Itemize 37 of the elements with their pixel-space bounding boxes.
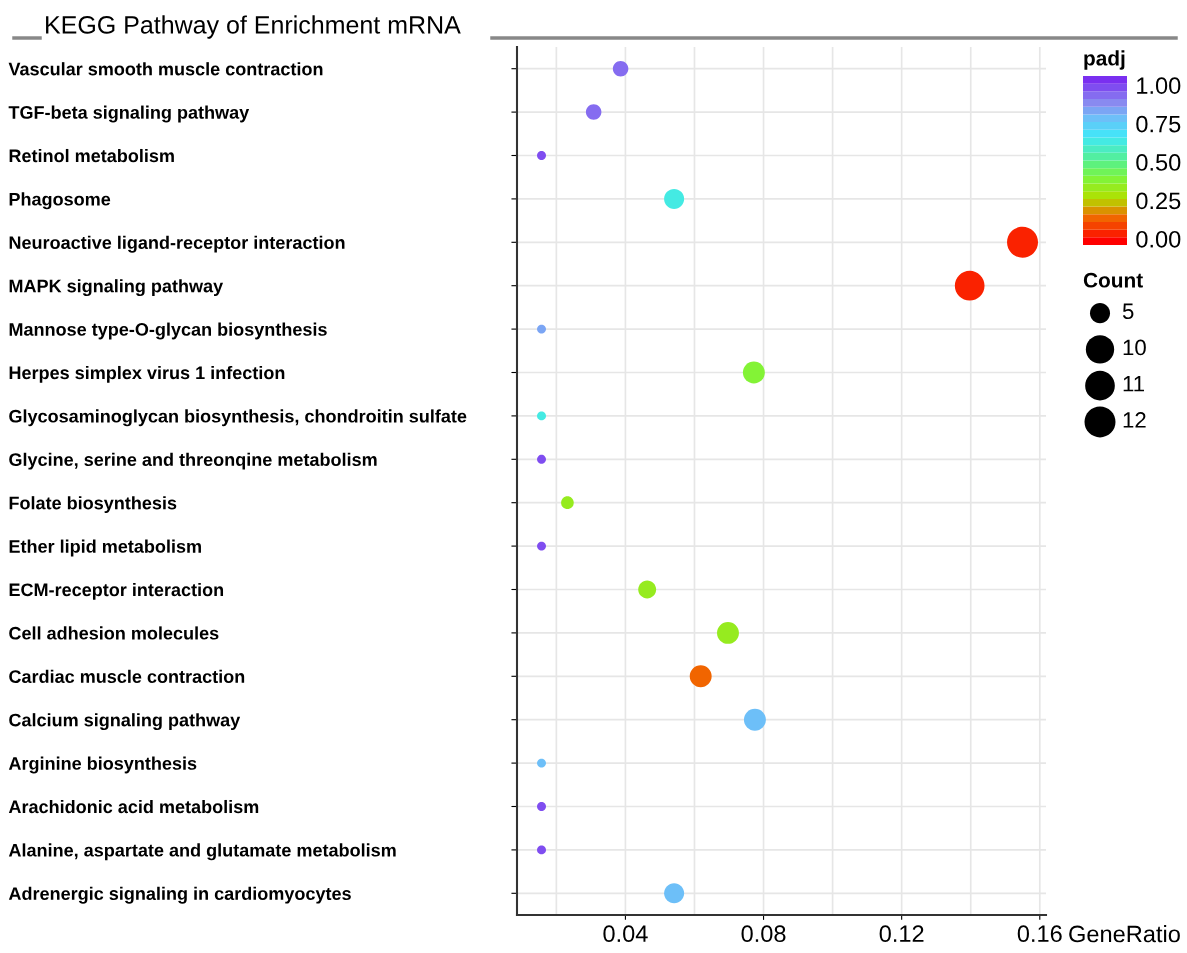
color-bar-label: 0.00 [1136, 230, 1181, 248]
color-bar-label: 0.50 [1136, 154, 1181, 171]
y-tick-label: MAPK signaling pathway [9, 279, 224, 297]
x-tick-label: 0.04 [603, 925, 648, 943]
text: KEGG Pathway of Enrichment mRNA [46, 15, 461, 39]
y-tick-label: Neuroactive ligand-receptor interaction [9, 235, 345, 253]
y-tick-label: Adrenergic signaling in cardiomyocytes [8, 886, 351, 904]
y-tick-label: Cell adhesion molecules [9, 626, 219, 640]
y-tick-label: Mannose type-O-glycan biosynthesis [9, 322, 327, 340]
legend-label: 5 [1122, 303, 1134, 320]
x-tick-label: 0.12 [879, 925, 924, 943]
legend-label: 10 [1123, 339, 1146, 356]
y-tick-label: Folate biosynthesis [9, 496, 177, 513]
y-tick-label: Herpes simplex virus 1 infection [9, 365, 285, 383]
legend-label: 11 [1123, 376, 1144, 392]
legend-title: Count [1083, 272, 1143, 288]
y-tick-label: Arginine biosynthesis [8, 756, 197, 774]
y-tick-label: Retinol metabolism [9, 148, 174, 163]
y-tick-label: Arachidonic acid metabolism [8, 799, 259, 814]
legend-label: 12 [1123, 412, 1146, 428]
y-tick-label: Glycosaminoglycan biosynthesis, chondroitin sulfate [9, 409, 467, 427]
y-tick-label: Phagosome [9, 192, 111, 210]
color-bar-label: 0.25 [1136, 192, 1181, 210]
y-tick-label: Calcium signaling pathway [9, 713, 241, 731]
color-bar-label: 1.00 [1137, 77, 1181, 95]
y-tick-label: Ether lipid metabolism [9, 539, 201, 557]
x-axis-title: GeneRatio [1069, 924, 1180, 943]
y-tick-label: Cardiac muscle contraction [9, 669, 245, 684]
y-tick-label: Vascular smooth muscle contraction [8, 62, 323, 76]
x-tick-label: 0.16 [1017, 925, 1062, 943]
y-tick-label: Alanine, aspartate and glutamate metabolism [8, 843, 396, 861]
color-bar-title: padj [1084, 50, 1125, 70]
y-tick-label: ECM-receptor interaction [9, 582, 224, 600]
x-tick-label: 0.08 [741, 925, 786, 943]
color-bar-label: 0.75 [1136, 115, 1181, 133]
y-tick-label: Glycine, serine and threonqine metabolism [9, 452, 377, 470]
y-tick-label: TGF-beta signaling pathway [8, 105, 250, 123]
